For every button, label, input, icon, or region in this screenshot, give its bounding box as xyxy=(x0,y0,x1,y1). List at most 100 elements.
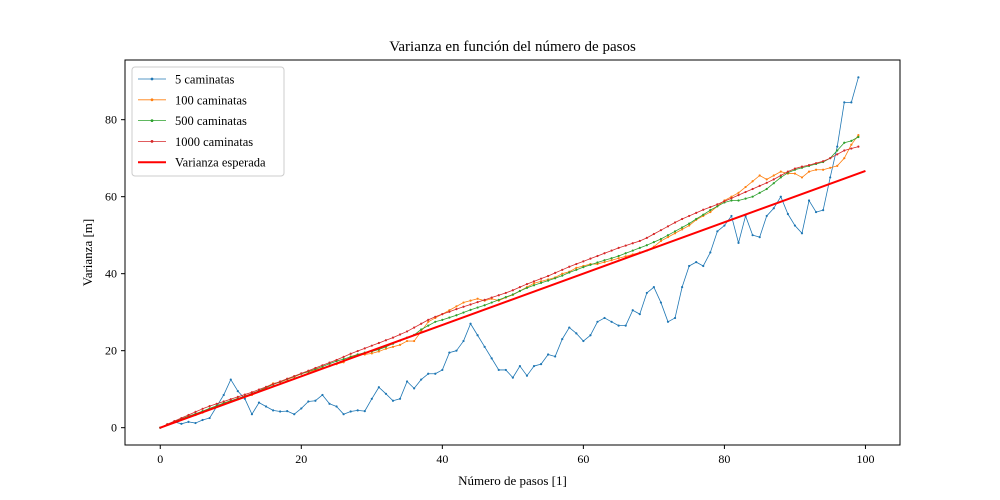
data-point xyxy=(328,402,331,405)
data-point xyxy=(420,378,423,381)
data-point xyxy=(758,184,761,187)
data-point xyxy=(850,101,853,104)
data-point xyxy=(243,397,246,400)
data-point xyxy=(631,309,634,312)
data-point xyxy=(857,145,860,148)
data-point xyxy=(413,339,416,343)
data-point xyxy=(356,349,359,353)
data-point xyxy=(589,334,592,337)
data-point xyxy=(483,298,486,301)
data-point xyxy=(800,165,804,168)
data-point xyxy=(814,162,818,165)
legend-label: Varianza esperada xyxy=(175,156,266,170)
data-point xyxy=(843,157,846,160)
data-point xyxy=(222,393,225,397)
data-point xyxy=(476,334,479,337)
data-point xyxy=(779,170,782,173)
data-point xyxy=(807,164,811,167)
data-point xyxy=(434,320,437,323)
data-point xyxy=(751,187,754,191)
data-point xyxy=(490,301,493,304)
data-point xyxy=(666,234,670,237)
data-point xyxy=(800,232,804,235)
data-point xyxy=(328,361,331,364)
data-point xyxy=(857,135,860,139)
data-point xyxy=(286,410,289,413)
data-point xyxy=(279,380,282,383)
data-point xyxy=(582,260,585,263)
x-tick-label: 0 xyxy=(157,452,163,466)
series-4 xyxy=(159,145,860,429)
data-point xyxy=(737,241,740,244)
data-point xyxy=(829,166,832,169)
data-point xyxy=(645,244,648,247)
data-point xyxy=(751,234,754,237)
data-point xyxy=(349,352,352,355)
x-axis-ticks: 0 20 40 60 80 100 xyxy=(157,445,874,466)
data-point xyxy=(603,261,606,264)
data-point xyxy=(850,147,853,150)
data-point xyxy=(772,178,775,181)
data-point xyxy=(624,255,627,258)
data-point xyxy=(264,405,268,408)
data-point xyxy=(420,328,423,331)
data-point xyxy=(271,409,275,412)
data-point xyxy=(462,339,465,343)
data-point xyxy=(532,364,536,368)
legend-label: 1000 caminatas xyxy=(175,135,253,149)
data-point xyxy=(286,377,289,380)
data-point xyxy=(469,299,472,302)
data-point xyxy=(772,182,775,185)
data-point xyxy=(271,383,275,386)
data-point xyxy=(843,149,846,152)
data-point xyxy=(335,358,338,362)
data-point xyxy=(681,226,684,229)
legend-label: 5 caminatas xyxy=(175,73,234,87)
data-point xyxy=(603,252,606,255)
data-point xyxy=(180,422,183,425)
data-point xyxy=(624,244,627,247)
data-point xyxy=(772,174,775,177)
data-point xyxy=(455,349,458,352)
data-point xyxy=(709,251,712,254)
data-point xyxy=(716,203,719,206)
data-point xyxy=(293,413,296,416)
data-point xyxy=(539,363,543,366)
data-point xyxy=(673,232,677,235)
data-point xyxy=(469,322,472,325)
data-point xyxy=(786,212,789,216)
data-point xyxy=(448,310,451,313)
data-point xyxy=(610,259,613,262)
data-point xyxy=(659,229,663,232)
data-point xyxy=(822,160,825,163)
data-point xyxy=(786,170,789,173)
data-point xyxy=(187,420,190,423)
data-point xyxy=(596,262,599,266)
x-axis-label: Número de pasos [1] xyxy=(458,473,567,488)
data-point xyxy=(208,416,211,420)
data-point xyxy=(314,366,317,370)
data-point xyxy=(441,313,444,316)
data-point xyxy=(497,294,500,297)
data-point xyxy=(187,413,190,417)
data-point xyxy=(413,387,416,390)
data-point xyxy=(257,401,261,404)
data-point xyxy=(617,324,620,327)
x-tick-label: 60 xyxy=(577,452,589,466)
data-point xyxy=(695,261,698,264)
data-point xyxy=(279,410,282,413)
y-tick-label: 40 xyxy=(105,267,117,281)
data-point xyxy=(673,221,677,224)
data-point xyxy=(758,236,761,239)
data-point xyxy=(441,318,444,321)
data-point xyxy=(427,372,430,375)
data-point xyxy=(730,214,733,218)
data-point xyxy=(575,266,578,269)
data-point xyxy=(469,308,472,311)
data-point xyxy=(476,306,479,309)
data-point xyxy=(335,405,338,408)
data-point xyxy=(758,191,761,194)
data-point xyxy=(257,388,261,391)
data-point xyxy=(391,345,395,348)
legend-label: 500 caminatas xyxy=(175,114,247,128)
